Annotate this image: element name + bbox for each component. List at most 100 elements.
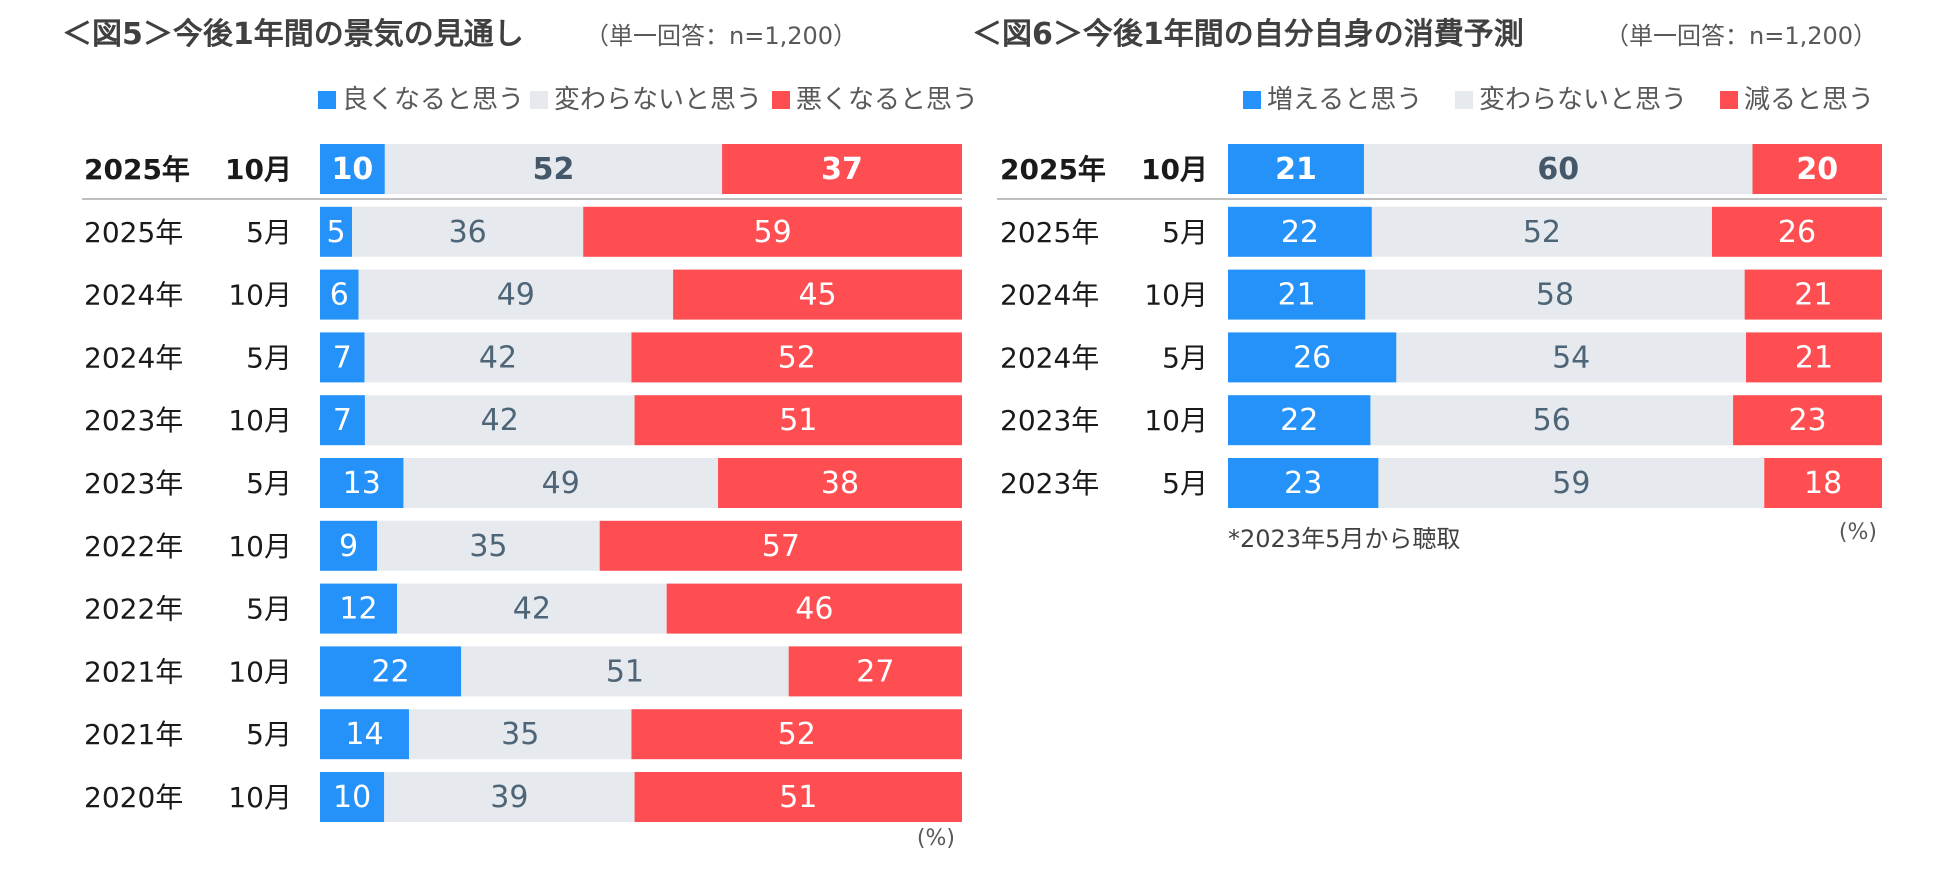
chart6-note: *2023年5月から聴取 — [1228, 525, 1460, 553]
chart6-value-label: 18 — [1804, 466, 1842, 501]
chart5-row-year-label: 2022年 — [84, 593, 183, 626]
chart5-bar-segment — [634, 772, 962, 822]
chart5-value-label: 42 — [513, 592, 551, 627]
chart5-value-label: 10 — [332, 152, 374, 187]
chart5-value-label: 22 — [372, 654, 410, 689]
chart5-bar-segment — [320, 269, 359, 320]
chart5-bar-segment — [722, 144, 962, 194]
chart5-value-label: 42 — [479, 340, 517, 375]
chart5-value-label: 51 — [606, 654, 644, 689]
chart6-unit-label: (%) — [1839, 520, 1877, 545]
chart5-bar-segment — [666, 583, 962, 634]
chart6-value-label: 52 — [1523, 215, 1561, 250]
chart5-legend-label: 変わらないと思う — [554, 85, 762, 115]
chart5-value-label: 35 — [469, 529, 507, 564]
chart6-value-label: 22 — [1280, 403, 1318, 438]
chart5-bar-segment — [352, 206, 584, 257]
chart6-legend-label: 変わらないと思う — [1479, 85, 1687, 115]
chart6-bar-segment — [1733, 395, 1882, 446]
chart5-value-label: 45 — [798, 278, 836, 313]
chart5-title: ＜図5＞今後1年間の景気の見通し — [62, 17, 524, 52]
chart5-bar-segment — [673, 269, 962, 320]
chart6-subtitle: （単一回答：n=1,200） — [1605, 22, 1877, 50]
chart5-value-label: 10 — [333, 780, 371, 815]
chart5-legend-label: 悪くなると思う — [796, 85, 978, 115]
chart6-title: ＜図6＞今後1年間の自分自身の消費予測 — [972, 17, 1524, 52]
chart5-legend-swatch — [530, 91, 548, 109]
chart6-value-label: 54 — [1552, 340, 1590, 375]
chart6-value-label: 60 — [1537, 152, 1579, 187]
chart6-bar-segment — [1363, 144, 1753, 194]
chart5-bar-segment — [788, 646, 962, 697]
chart5-value-label: 46 — [795, 592, 833, 627]
chart6-value-label: 21 — [1278, 278, 1316, 313]
chart6-row-month-label: 10月 — [1144, 404, 1208, 437]
chart6-legend: 増えると思う 変わらないと思う 減ると思う — [1243, 85, 1874, 115]
chart6-legend-swatch — [1720, 91, 1738, 109]
chart5-row-year-label: 2024年 — [84, 279, 183, 312]
chart5-bar-segment — [364, 395, 635, 446]
chart5-value-label: 7 — [333, 340, 352, 375]
chart5-bar-segment — [320, 646, 462, 697]
chart6-value-label: 22 — [1281, 215, 1319, 250]
chart6-row-year-label: 2024年 — [1000, 279, 1099, 312]
chart6-bar-segment — [1711, 206, 1882, 257]
chart5-row-month-label: 5月 — [246, 718, 292, 751]
chart5-row-month-label: 5月 — [246, 593, 292, 626]
chart6-legend-swatch — [1455, 91, 1473, 109]
chart5-value-label: 52 — [533, 152, 575, 187]
chart5-bar-segment — [364, 332, 632, 383]
chart6-row-year-label: 2025年 — [1000, 216, 1099, 249]
chart6-bar-segment — [1228, 332, 1397, 383]
chart5-value-label: 5 — [327, 215, 346, 250]
chart5-value-label: 51 — [779, 780, 817, 815]
chart5-bar-segment — [631, 332, 962, 383]
chart6-bar-segment — [1744, 269, 1882, 320]
chart5-bar-segment — [320, 332, 365, 383]
chart5-row-month-label: 10月 — [228, 404, 292, 437]
chart5-bar-segment — [320, 206, 353, 257]
chart5-subtitle: （単一回答：n=1,200） — [585, 22, 857, 50]
chart5-value-label: 57 — [762, 529, 800, 564]
chart6-value-label: 20 — [1796, 152, 1838, 187]
chart5-bar-segment — [718, 458, 962, 508]
chart5-row-month-label: 5月 — [246, 467, 292, 500]
chart5-value-label: 7 — [333, 403, 352, 438]
chart5-bar-segment — [384, 144, 723, 194]
chart6-legend-label: 増えると思う — [1267, 85, 1422, 115]
chart5-value-label: 59 — [754, 215, 792, 250]
chart6-row-month-label: 10月 — [1144, 279, 1208, 312]
chart6-value-label: 59 — [1552, 466, 1590, 501]
chart5-row-year-label: 2020年 — [84, 781, 183, 814]
chart5-legend-swatch — [772, 91, 790, 109]
chart5-bar-segment — [320, 772, 385, 822]
chart6-rows: 2025年 10月 21 60 20 2025年 5月 22 52 26 2024年 10月 21 58 2… — [1000, 144, 1882, 508]
chart5-row-month-label: 10月 — [228, 530, 292, 563]
chart5-bar-segment — [358, 269, 674, 320]
chart6-bar-segment — [1752, 144, 1882, 194]
chart6-bar-segment — [1228, 395, 1371, 446]
chart6-value-label: 58 — [1536, 278, 1574, 313]
chart5-value-label: 27 — [856, 654, 894, 689]
chart6-row-year-label: 2023年 — [1000, 467, 1099, 500]
chart5-legend-swatch — [318, 91, 336, 109]
chart5-row-year-label: 2021年 — [84, 718, 183, 751]
chart6-row-month-label: 5月 — [1162, 467, 1208, 500]
chart5-value-label: 52 — [778, 340, 816, 375]
chart5-value-label: 39 — [490, 780, 528, 815]
chart6-bar-segment — [1371, 206, 1712, 257]
chart5-value-label: 12 — [339, 592, 377, 627]
chart5-value-label: 9 — [339, 529, 358, 564]
chart5-row-month-label: 10月 — [228, 655, 292, 688]
chart6-value-label: 26 — [1293, 340, 1331, 375]
chart5-row-year-label: 2023年 — [84, 467, 183, 500]
chart5-rows: 2025年 10月 10 52 37 2025年 5月 5 36 59 2024年 10月 6 49 45 2… — [84, 144, 962, 822]
chart5-legend-label: 良くなると思う — [342, 85, 524, 115]
chart6-bar-segment — [1365, 269, 1745, 320]
chart5-value-label: 37 — [821, 152, 863, 187]
chart5-value-label: 13 — [343, 466, 381, 501]
chart6-row-month-label: 5月 — [1162, 341, 1208, 374]
chart5-row-year-label: 2021年 — [84, 655, 183, 688]
chart6-value-label: 21 — [1794, 278, 1832, 313]
chart5-value-label: 49 — [542, 466, 580, 501]
